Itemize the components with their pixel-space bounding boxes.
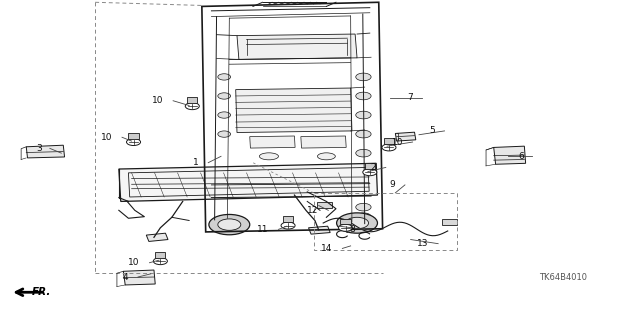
Circle shape: [356, 130, 371, 138]
Text: 7: 7: [407, 93, 413, 102]
Text: 4: 4: [123, 272, 129, 281]
Text: FR.: FR.: [31, 287, 51, 297]
FancyBboxPatch shape: [340, 219, 351, 224]
Circle shape: [127, 138, 141, 145]
Polygon shape: [124, 270, 156, 285]
Text: 12: 12: [307, 206, 319, 215]
Text: 5: 5: [429, 126, 435, 135]
Text: 6: 6: [518, 152, 524, 161]
Text: 1: 1: [193, 158, 198, 167]
FancyBboxPatch shape: [129, 133, 139, 138]
Circle shape: [356, 92, 371, 100]
Circle shape: [356, 187, 371, 195]
Circle shape: [337, 213, 378, 233]
Text: 2: 2: [371, 163, 376, 172]
FancyBboxPatch shape: [187, 97, 197, 103]
Circle shape: [218, 93, 230, 99]
Circle shape: [356, 203, 371, 211]
FancyBboxPatch shape: [156, 252, 166, 258]
Circle shape: [356, 149, 371, 157]
Text: 14: 14: [321, 244, 333, 253]
Circle shape: [218, 112, 230, 118]
Circle shape: [339, 224, 353, 231]
FancyBboxPatch shape: [442, 219, 458, 225]
Polygon shape: [301, 136, 346, 148]
Circle shape: [154, 258, 168, 265]
Circle shape: [346, 217, 369, 229]
Polygon shape: [250, 136, 295, 148]
Text: 9: 9: [390, 181, 396, 189]
Text: 13: 13: [417, 239, 429, 248]
Circle shape: [281, 222, 295, 229]
Circle shape: [382, 144, 396, 151]
Text: TK64B4010: TK64B4010: [539, 272, 587, 281]
Circle shape: [209, 214, 250, 235]
Circle shape: [356, 213, 371, 220]
Text: 11: 11: [257, 225, 269, 234]
Polygon shape: [396, 132, 416, 141]
Ellipse shape: [317, 153, 335, 160]
Circle shape: [218, 219, 241, 230]
Circle shape: [218, 74, 230, 80]
Polygon shape: [147, 233, 168, 241]
Circle shape: [356, 73, 371, 81]
Circle shape: [185, 103, 199, 110]
Text: 10: 10: [392, 137, 403, 146]
Text: 3: 3: [36, 144, 42, 153]
Polygon shape: [493, 146, 525, 164]
FancyBboxPatch shape: [384, 138, 394, 144]
Polygon shape: [119, 163, 378, 201]
Polygon shape: [236, 88, 352, 132]
FancyBboxPatch shape: [365, 163, 375, 169]
Circle shape: [356, 168, 371, 175]
Circle shape: [356, 111, 371, 119]
Circle shape: [218, 131, 230, 137]
Text: 10: 10: [152, 96, 164, 105]
Text: 8: 8: [349, 225, 355, 234]
FancyBboxPatch shape: [283, 216, 293, 222]
FancyBboxPatch shape: [317, 202, 332, 208]
Polygon shape: [308, 226, 330, 234]
Polygon shape: [26, 145, 65, 158]
Ellipse shape: [259, 153, 278, 160]
Polygon shape: [237, 34, 357, 59]
Text: 10: 10: [129, 258, 140, 267]
Circle shape: [363, 169, 377, 176]
Text: 10: 10: [101, 133, 113, 142]
